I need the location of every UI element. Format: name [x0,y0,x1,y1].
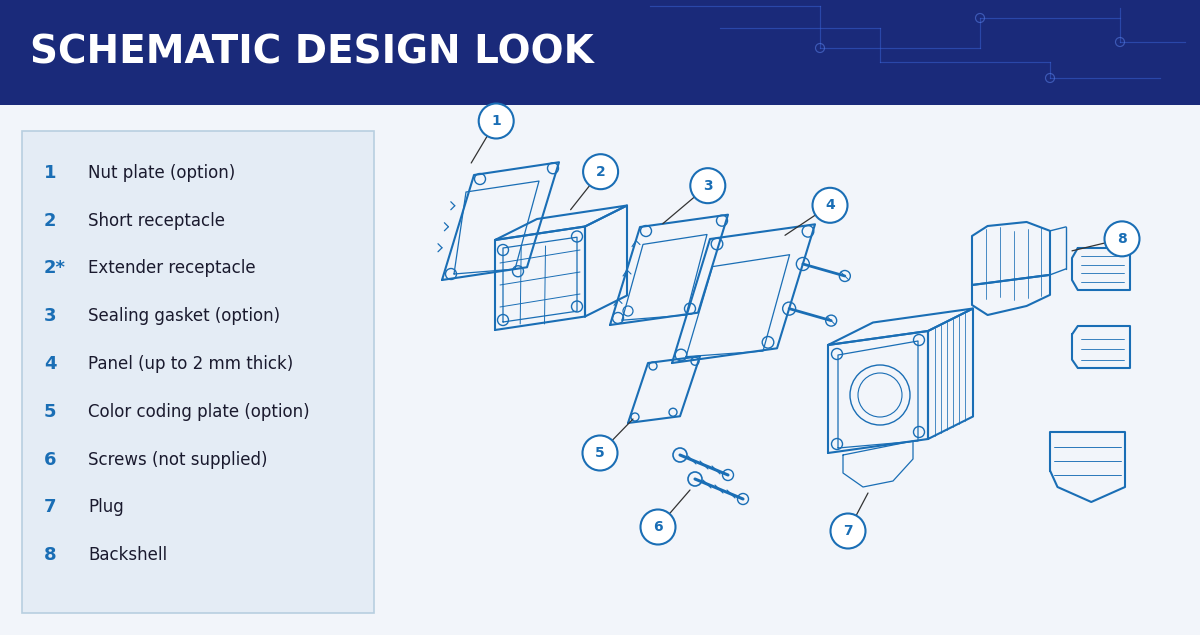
Text: 2: 2 [595,164,606,178]
Text: 8: 8 [44,546,56,564]
Text: 1: 1 [491,114,502,128]
Circle shape [583,154,618,189]
Text: 7: 7 [844,524,853,538]
Text: 5: 5 [595,446,605,460]
Text: 6: 6 [653,520,662,534]
Text: 4: 4 [44,355,56,373]
Text: 2: 2 [44,211,56,230]
FancyBboxPatch shape [22,131,374,613]
Circle shape [1104,222,1140,257]
Text: 3: 3 [44,307,56,325]
Text: 4: 4 [826,198,835,212]
Text: 2*: 2* [44,259,66,277]
Text: 5: 5 [44,403,56,421]
Text: Short receptacle: Short receptacle [88,211,226,230]
Text: Plug: Plug [88,498,124,516]
Circle shape [641,509,676,544]
Circle shape [830,514,865,549]
Text: Panel (up to 2 mm thick): Panel (up to 2 mm thick) [88,355,293,373]
Circle shape [690,168,725,203]
Text: Backshell: Backshell [88,546,167,564]
Text: Extender receptacle: Extender receptacle [88,259,256,277]
Text: Sealing gasket (option): Sealing gasket (option) [88,307,280,325]
Text: Color coding plate (option): Color coding plate (option) [88,403,310,421]
Circle shape [812,188,847,223]
Text: 1: 1 [44,164,56,182]
Circle shape [479,104,514,138]
Circle shape [582,436,618,471]
Text: SCHEMATIC DESIGN LOOK: SCHEMATIC DESIGN LOOK [30,34,594,71]
Text: Screws (not supplied): Screws (not supplied) [88,451,268,469]
Text: 6: 6 [44,451,56,469]
Text: 3: 3 [703,178,713,192]
FancyBboxPatch shape [0,0,1200,105]
Text: 7: 7 [44,498,56,516]
Text: 8: 8 [1117,232,1127,246]
Text: Nut plate (option): Nut plate (option) [88,164,235,182]
